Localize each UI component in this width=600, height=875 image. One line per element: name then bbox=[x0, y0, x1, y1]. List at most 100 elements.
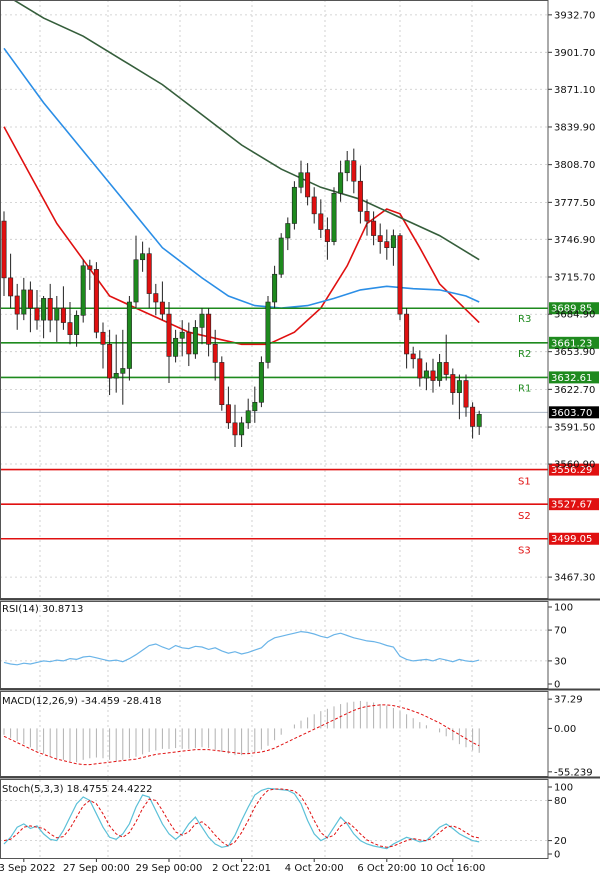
candle-body bbox=[113, 372, 119, 379]
candle-body bbox=[186, 331, 192, 355]
moving-average-line bbox=[3, 47, 480, 309]
candle-body bbox=[173, 337, 179, 357]
level-price-tag bbox=[549, 371, 599, 384]
time-tick-label: 10 Oct 16:00 bbox=[420, 863, 485, 874]
candle-body bbox=[232, 422, 238, 436]
candle-body bbox=[285, 223, 291, 239]
time-tick-label: 4 Oct 20:00 bbox=[285, 863, 344, 874]
level-name-r3: R3 bbox=[518, 314, 531, 325]
price-tick-label: 3653.90 bbox=[554, 347, 595, 358]
level-name-s2: S2 bbox=[518, 511, 531, 522]
macd-tick-label: 0.00 bbox=[554, 724, 576, 735]
candle-body bbox=[291, 186, 297, 224]
candle-body bbox=[258, 362, 264, 403]
candle-body bbox=[146, 253, 152, 294]
candle-body bbox=[153, 293, 159, 303]
candle-body bbox=[357, 180, 363, 212]
macd-tick-label: -55.239 bbox=[554, 767, 593, 778]
price-axis: 3932.70 3901.70 3871.10 3839.90 3808.70 3777.… bbox=[548, 10, 595, 584]
candle-body bbox=[206, 313, 212, 345]
stoch-tick-label: 100 bbox=[554, 783, 573, 794]
price-tick-label: 3932.70 bbox=[554, 10, 595, 21]
stoch-tick-label: 80 bbox=[554, 796, 567, 807]
candle-body bbox=[278, 237, 284, 275]
candle-body bbox=[390, 235, 396, 248]
candle-body bbox=[245, 410, 251, 424]
candle-body bbox=[192, 327, 198, 355]
candle-body bbox=[450, 374, 456, 393]
candle-body bbox=[324, 229, 330, 242]
price-tick-label: 3777.50 bbox=[554, 198, 595, 209]
rsi-label: RSI(14) 30.8713 bbox=[2, 604, 83, 615]
moving-average-line bbox=[3, 126, 480, 346]
candle-body bbox=[239, 422, 245, 436]
candle-body bbox=[219, 362, 225, 406]
candle-body bbox=[470, 406, 476, 427]
price-panel: R3 3689.85 R2 3661.23 R1 3632.61 S1 3556.29 S2 35… bbox=[0, 0, 599, 584]
candle-body bbox=[87, 265, 93, 270]
candle-body bbox=[311, 196, 317, 215]
candle-body bbox=[8, 277, 14, 297]
level-price-label: 3556.29 bbox=[551, 465, 592, 476]
rsi-tick-label: 0 bbox=[554, 680, 560, 691]
time-tick-label: 2 Oct 22:01 bbox=[212, 863, 271, 874]
grid bbox=[0, 0, 548, 858]
candle-body bbox=[21, 289, 27, 315]
time-axis: 23 Sep 2022 27 Sep 00:00 29 Sep 00:00 2 Oct… bbox=[0, 858, 485, 874]
time-tick-label: 23 Sep 2022 bbox=[0, 863, 55, 874]
level-name-s1: S1 bbox=[518, 477, 531, 488]
candle-body bbox=[397, 235, 403, 315]
level-price-label: 3632.61 bbox=[551, 373, 592, 384]
candle-body bbox=[384, 241, 390, 248]
candle-body bbox=[93, 269, 99, 333]
moving-average-line bbox=[12, 0, 480, 261]
candle-body bbox=[364, 211, 370, 222]
panel-frame bbox=[0, 779, 549, 859]
candle-body bbox=[133, 259, 139, 303]
candle-body bbox=[27, 289, 33, 309]
support-resistance-levels: R3 3689.85 R2 3661.23 R1 3632.61 S1 3556.29 S2 35… bbox=[0, 302, 599, 557]
candle-body bbox=[305, 172, 311, 198]
level-price-label: 3661.23 bbox=[551, 338, 592, 349]
level-name-r2: R2 bbox=[518, 349, 531, 360]
price-tick-label: 3684.90 bbox=[554, 310, 595, 321]
candle-body bbox=[212, 344, 218, 363]
candle-body bbox=[265, 301, 271, 363]
stoch-tick-label: 0 bbox=[554, 850, 560, 861]
stoch-d-line bbox=[3, 788, 480, 848]
price-tick-label: 3746.90 bbox=[554, 235, 595, 246]
candle-body bbox=[41, 298, 47, 321]
price-tick-label: 3622.70 bbox=[554, 385, 595, 396]
rsi-tick-label: 70 bbox=[554, 626, 567, 637]
candle-body bbox=[67, 322, 73, 335]
time-tick-label: 6 Oct 20:00 bbox=[357, 863, 416, 874]
candle-body bbox=[179, 331, 185, 339]
rsi-tick-label: 100 bbox=[554, 603, 573, 614]
candle-body bbox=[14, 295, 20, 315]
level-name-r1: R1 bbox=[518, 383, 531, 394]
candle-body bbox=[430, 370, 436, 381]
price-tick-label: 3560.90 bbox=[554, 460, 595, 471]
current-price-tag bbox=[549, 406, 599, 419]
candle-body bbox=[351, 160, 357, 182]
candle-body bbox=[318, 213, 324, 230]
level-price-tag bbox=[549, 463, 599, 476]
candle-body bbox=[1, 220, 7, 279]
candle-body bbox=[252, 401, 258, 412]
stoch-tick-label: 20 bbox=[554, 836, 567, 847]
price-tick-label: 3467.30 bbox=[554, 573, 595, 584]
candle-body bbox=[338, 172, 344, 194]
candle-body bbox=[34, 307, 40, 321]
candle-body bbox=[199, 313, 205, 328]
macd-panel: MACD(12,26,9) -34.459 -28.418 37.29 0.00 -… bbox=[2, 695, 593, 779]
candle-body bbox=[140, 253, 146, 261]
candle-body bbox=[47, 298, 53, 321]
candle-body bbox=[225, 404, 231, 424]
rsi-tick-label: 30 bbox=[554, 656, 567, 667]
candle-body bbox=[74, 315, 80, 335]
candle-body bbox=[410, 353, 416, 360]
stoch-k-line bbox=[3, 787, 480, 850]
candle-body bbox=[344, 160, 350, 174]
stoch-panel: Stoch(5,3,3) 18.4755 24.4222 100 80 20 0 bbox=[0, 783, 573, 861]
